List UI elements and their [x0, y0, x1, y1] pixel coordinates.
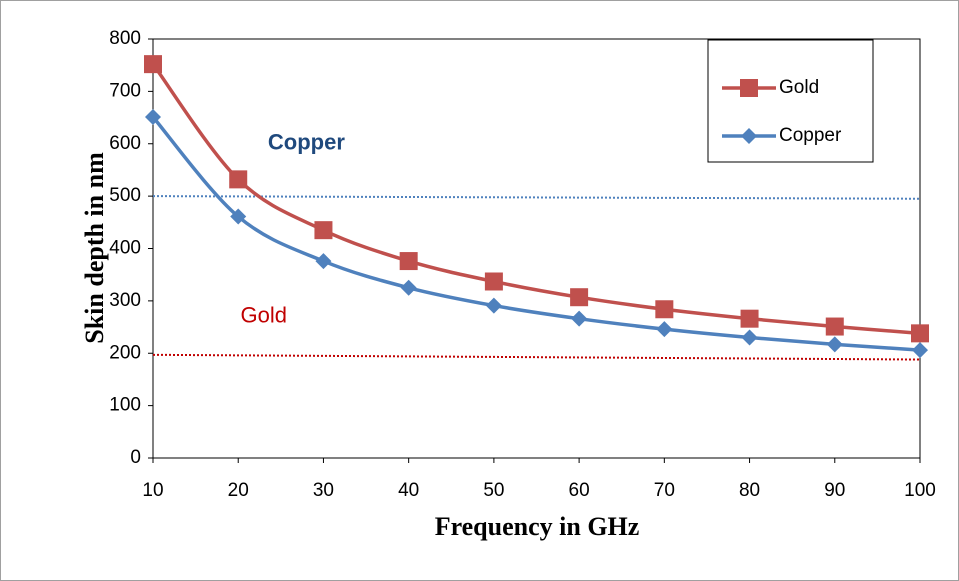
- series-line: [151, 115, 921, 352]
- x-tick-label: 100: [904, 480, 936, 501]
- data-point: [571, 310, 588, 327]
- data-point: [229, 170, 248, 189]
- x-tick-label: 90: [824, 480, 845, 501]
- data-point: [655, 300, 674, 319]
- data-point: [826, 336, 843, 353]
- x-axis-title: Frequency in GHz: [435, 512, 640, 541]
- data-point: [485, 297, 502, 314]
- data-point: [144, 55, 162, 74]
- x-tick-label: 30: [313, 480, 334, 501]
- data-point: [315, 253, 332, 270]
- legend-marker: [741, 128, 757, 144]
- data-point: [740, 309, 759, 328]
- y-tick-label: 300: [109, 290, 141, 311]
- y-tick-label: 200: [109, 342, 141, 363]
- data-point: [825, 317, 844, 336]
- data-point: [570, 288, 589, 307]
- x-tick-label: 40: [398, 480, 419, 501]
- y-tick-label: 0: [130, 447, 141, 468]
- y-axis-title: Skin depth in nm: [80, 152, 109, 344]
- y-tick-label: 700: [109, 80, 141, 101]
- annotation: Gold: [241, 302, 287, 327]
- x-tick-label: 20: [228, 480, 249, 501]
- data-point: [145, 109, 161, 126]
- data-point: [230, 208, 247, 225]
- legend-marker: [740, 79, 758, 97]
- y-tick-label: 600: [109, 133, 141, 154]
- x-tick-label: 10: [142, 480, 163, 501]
- data-point: [912, 342, 928, 359]
- legend-label: Copper: [779, 125, 842, 146]
- data-point: [314, 221, 333, 240]
- data-point: [484, 272, 503, 291]
- data-point: [400, 279, 417, 296]
- data-point: [399, 252, 418, 271]
- y-tick-label: 500: [109, 185, 141, 206]
- x-tick-label: 50: [483, 480, 504, 501]
- data-point: [911, 324, 929, 343]
- annotation: Copper: [268, 130, 345, 155]
- x-tick-label: 60: [569, 480, 590, 501]
- y-tick-label: 400: [109, 238, 141, 259]
- y-tick-label: 100: [109, 395, 141, 416]
- data-point: [656, 321, 673, 338]
- data-point: [741, 329, 758, 346]
- series-line: [151, 63, 921, 336]
- y-tick-label: 800: [109, 28, 141, 49]
- legend-label: Gold: [779, 77, 819, 98]
- legend-box: [707, 39, 874, 163]
- x-tick-label: 70: [654, 480, 675, 501]
- x-tick-label: 80: [739, 480, 760, 501]
